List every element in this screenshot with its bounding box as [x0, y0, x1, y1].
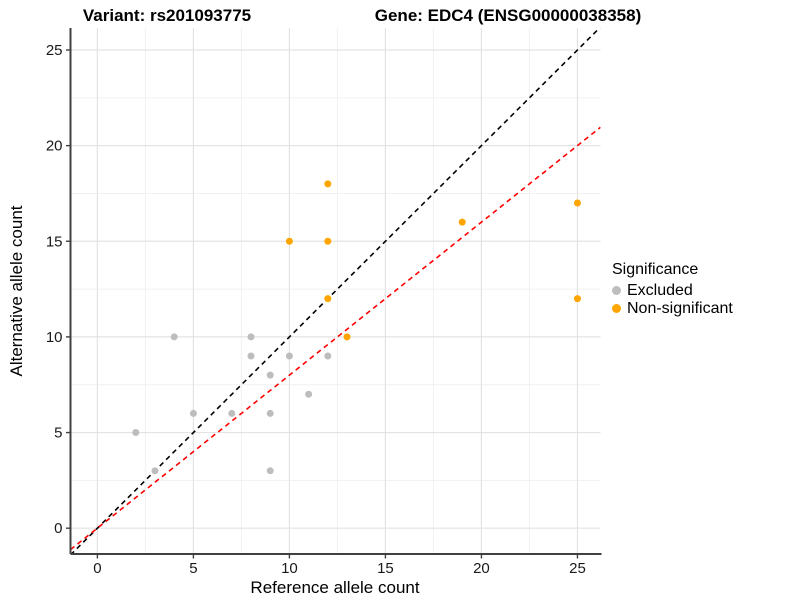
- y-tick-label: 5: [54, 425, 62, 442]
- data-point-excluded: [132, 429, 140, 437]
- data-point-excluded: [170, 333, 178, 341]
- x-tick-label: 10: [281, 560, 298, 577]
- data-point-non-significant: [458, 218, 466, 226]
- data-point-excluded: [305, 390, 313, 398]
- x-tick-label: 5: [189, 560, 197, 577]
- x-tick-label: 25: [569, 560, 586, 577]
- y-tick-label: 0: [54, 520, 62, 537]
- data-point-non-significant: [573, 295, 581, 303]
- identity-line: [70, 28, 601, 554]
- data-point-excluded: [228, 409, 236, 417]
- legend-item-label: Non-significant: [627, 300, 733, 317]
- x-tick-label: 20: [473, 560, 490, 577]
- data-point-excluded: [247, 352, 255, 360]
- data-point-excluded: [266, 371, 274, 379]
- excluded-dot-icon: [612, 286, 621, 295]
- data-point-non-significant: [343, 333, 351, 341]
- legend-title: Significance: [612, 261, 699, 278]
- y-tick-label: 25: [46, 42, 63, 59]
- y-tick-label: 15: [46, 233, 63, 250]
- y-tick-label: 10: [46, 329, 63, 346]
- legend-item-excluded: Excluded: [612, 282, 733, 299]
- data-point-non-significant: [573, 199, 581, 207]
- x-axis-title: Reference allele count: [250, 578, 420, 597]
- y-axis-title: Alternative allele count: [7, 205, 26, 377]
- data-point-non-significant: [324, 180, 332, 188]
- data-point-excluded: [285, 352, 293, 360]
- fitted-ratio-line: [70, 126, 601, 551]
- gene-title: Gene: EDC4 (ENSG00000038358): [374, 6, 642, 25]
- data-point-excluded: [151, 467, 159, 475]
- x-tick-label: 0: [93, 560, 101, 577]
- data-point-excluded: [189, 409, 197, 417]
- x-tick-label: 15: [377, 560, 394, 577]
- data-point-non-significant: [324, 295, 332, 303]
- data-point-excluded: [266, 409, 274, 417]
- data-point-non-significant: [324, 237, 332, 245]
- legend: Significance Excluded Non-significant: [612, 261, 733, 317]
- legend-item-label: Excluded: [627, 282, 693, 299]
- variant-title: Variant: rs201093775: [82, 6, 252, 25]
- y-tick-label: 20: [46, 138, 63, 155]
- legend-item-non-significant: Non-significant: [612, 300, 733, 317]
- data-point-non-significant: [285, 237, 293, 245]
- non-significant-dot-icon: [612, 304, 621, 313]
- data-point-excluded: [324, 352, 332, 360]
- data-point-excluded: [247, 333, 255, 341]
- data-point-excluded: [266, 467, 274, 475]
